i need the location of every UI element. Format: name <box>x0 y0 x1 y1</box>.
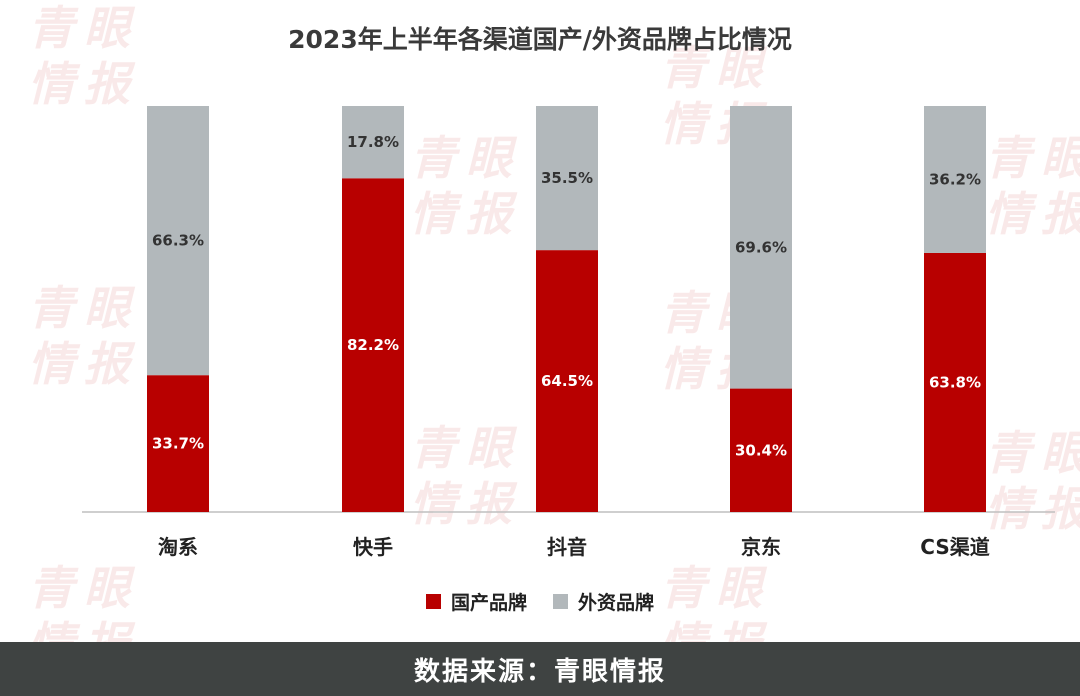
data-label-foreign-3: 69.6% <box>735 238 787 256</box>
bar-segment-foreign-4 <box>924 106 986 253</box>
category-label-1: 快手 <box>353 535 393 559</box>
legend-item-domestic: 国产品牌 <box>425 588 527 615</box>
legend-swatch-foreign <box>553 594 568 609</box>
bar-segment-domestic-4 <box>924 252 986 513</box>
chart-title: 2023年上半年各渠道国产/外资品牌占比情况 <box>288 25 792 54</box>
data-label-foreign-0: 66.3% <box>152 232 204 250</box>
legend-label-foreign: 外资品牌 <box>578 592 655 614</box>
data-label-foreign-4: 36.2% <box>929 170 981 188</box>
source-footer: 数据来源：青眼情报 <box>0 642 1080 696</box>
category-label-2: 抖音 <box>547 535 587 559</box>
bar-segment-domestic-2 <box>536 250 598 512</box>
bar-segment-domestic-1 <box>342 178 404 512</box>
data-label-domestic-1: 82.2% <box>347 336 399 354</box>
category-label-0: 淘系 <box>158 535 198 559</box>
bar-segment-foreign-2 <box>536 106 598 251</box>
data-label-foreign-1: 17.8% <box>347 133 399 151</box>
bar-segment-domestic-0 <box>147 375 209 512</box>
data-label-domestic-2: 64.5% <box>541 372 593 390</box>
legend: 国产品牌 外资品牌 <box>0 588 1080 615</box>
bar-segment-domestic-3 <box>730 388 792 512</box>
category-label-4: CS渠道 <box>920 535 989 559</box>
bar-segment-foreign-1 <box>342 106 404 179</box>
data-label-domestic-0: 33.7% <box>152 435 204 453</box>
source-label: 数据来源：青眼情报 <box>413 656 666 687</box>
data-label-domestic-3: 30.4% <box>735 441 787 459</box>
bar-segment-foreign-0 <box>147 106 209 376</box>
bar-segment-foreign-3 <box>730 106 792 389</box>
legend-swatch-domestic <box>425 594 441 609</box>
stacked-bar-chart: 33.7% 66.3% 淘系 82.2% 17.8% 快手 64.5% 35.5% 抖音 30.4… <box>82 106 1055 559</box>
legend-label-domestic: 国产品牌 <box>450 592 527 614</box>
category-label-3: 京东 <box>741 535 781 559</box>
legend-item-foreign: 外资品牌 <box>553 588 654 615</box>
data-label-domestic-4: 63.8% <box>929 373 981 391</box>
data-label-foreign-2: 35.5% <box>541 169 593 187</box>
